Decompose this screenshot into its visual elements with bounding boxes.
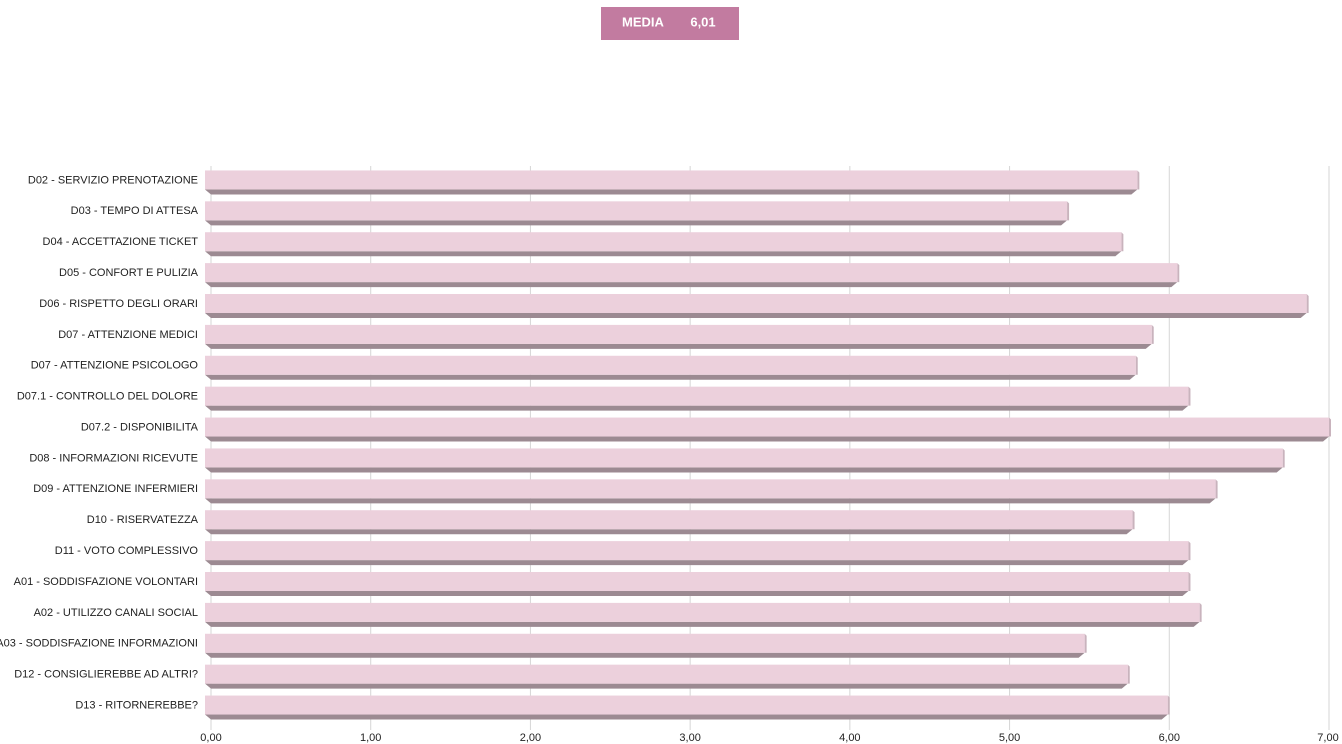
bar-shadow — [205, 652, 1085, 658]
bar-side — [1132, 510, 1135, 530]
bar-shadow — [205, 621, 1200, 627]
bar-shadow — [205, 189, 1138, 195]
x-tick-label: 5,00 — [999, 732, 1020, 744]
bar — [205, 664, 1128, 684]
bar-shadow — [205, 374, 1136, 380]
bar — [205, 541, 1189, 561]
bar-shadow — [205, 498, 1216, 504]
bar-shadow — [205, 591, 1189, 596]
bar — [205, 695, 1168, 715]
bar-side — [1329, 417, 1331, 437]
bar — [205, 170, 1138, 190]
y-tick-label: A02 - UTILIZZO CANALI SOCIAL — [34, 607, 198, 619]
badge-label: MEDIA — [622, 14, 665, 29]
bar-shadow — [205, 220, 1068, 226]
bar-side — [1215, 479, 1218, 499]
x-tick-label: 0,00 — [200, 732, 221, 744]
bar-side — [1188, 572, 1191, 591]
bar-shadow — [205, 683, 1128, 689]
bar-shadow — [205, 714, 1168, 720]
bar — [205, 572, 1189, 591]
bar-side — [1084, 633, 1087, 653]
bar — [205, 386, 1189, 406]
bar — [205, 263, 1178, 283]
bar-side — [1167, 695, 1170, 715]
bar-side — [1137, 170, 1140, 190]
y-tick-label: D10 - RISERVATEZZA — [87, 514, 199, 526]
y-tick-label: D07.2 - DISPONIBILITA — [81, 421, 199, 433]
bar-shadow — [205, 467, 1283, 473]
bar — [205, 324, 1152, 344]
y-tick-label: D07.1 - CONTROLLO DEL DOLORE — [17, 391, 198, 403]
x-tick-label: 4,00 — [839, 732, 860, 744]
bar — [205, 633, 1085, 653]
y-tick-label: D12 - CONSIGLIEREBBE AD ALTRI? — [14, 669, 198, 681]
bar-side — [1199, 602, 1202, 622]
badge-background — [601, 7, 739, 40]
bar-side — [1067, 201, 1070, 221]
x-tick-label: 6,00 — [1159, 732, 1180, 744]
bar-side — [1282, 448, 1285, 468]
badge-value: 6,01 — [690, 14, 715, 29]
bar — [205, 602, 1200, 622]
bar-shadow — [205, 251, 1122, 257]
y-tick-label: D08 - INFORMAZIONI RICEVUTE — [29, 452, 198, 464]
bar-side — [1127, 664, 1130, 684]
y-tick-label: A03 - SODDISFAZIONE INFORMAZIONI — [0, 638, 198, 650]
bar — [205, 448, 1283, 468]
y-tick-label: D13 - RITORNEREBBE? — [75, 699, 198, 711]
bar-shadow — [205, 282, 1178, 288]
y-tick-label: D05 - CONFORT E PULIZIA — [59, 267, 199, 279]
bar — [205, 232, 1122, 252]
x-tick-label: 1,00 — [360, 732, 381, 744]
y-tick-label: D07 - ATTENZIONE MEDICI — [58, 329, 198, 341]
average-badge: MEDIA 6,01 — [601, 7, 739, 40]
y-tick-label: A01 - SODDISFAZIONE VOLONTARI — [14, 576, 198, 588]
y-tick-label: D04 - ACCETTAZIONE TICKET — [43, 236, 199, 248]
bar-shadow — [205, 560, 1189, 566]
bar-shadow — [205, 343, 1152, 349]
x-tick-label: 2,00 — [520, 732, 541, 744]
bar — [205, 417, 1329, 437]
bar-side — [1188, 386, 1191, 406]
y-tick-label: D11 - VOTO COMPLESSIVO — [55, 545, 199, 557]
bar-side — [1188, 541, 1191, 561]
y-tick-label: D09 - ATTENZIONE INFERMIERI — [33, 483, 198, 495]
bar-side — [1135, 355, 1138, 375]
bar-side — [1121, 232, 1124, 252]
bar-shadow — [205, 405, 1189, 411]
bar — [205, 201, 1068, 221]
y-tick-label: D03 - TEMPO DI ATTESA — [71, 205, 199, 217]
bar-side — [1177, 263, 1180, 283]
y-tick-label: D07 - ATTENZIONE PSICOLOGO — [31, 360, 199, 372]
bar — [205, 294, 1307, 313]
bar-side — [1151, 324, 1154, 344]
bar — [205, 355, 1136, 375]
y-tick-label: D02 - SERVIZIO PRENOTAZIONE — [28, 174, 198, 186]
bar-side — [1306, 294, 1309, 313]
bar-shadow — [205, 529, 1133, 535]
x-tick-label: 3,00 — [679, 732, 700, 744]
x-tick-label: 7,00 — [1317, 732, 1338, 744]
bar-shadow — [205, 436, 1329, 442]
bar — [205, 510, 1133, 530]
bar — [205, 479, 1216, 499]
bar-shadow — [205, 313, 1307, 318]
y-tick-label: D06 - RISPETTO DEGLI ORARI — [39, 298, 198, 310]
